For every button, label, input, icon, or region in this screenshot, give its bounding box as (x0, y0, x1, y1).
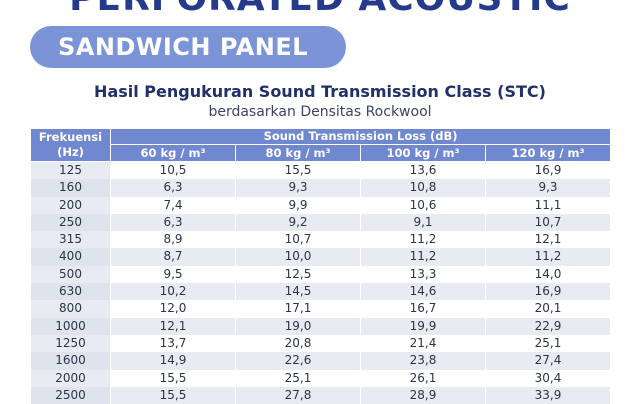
transmission-loss-header: Sound Transmission Loss (dB) (111, 129, 611, 145)
frequency-cell: 125 (31, 162, 111, 180)
frequency-cell: 250 (31, 214, 111, 231)
stl-value-cell: 13,7 (111, 335, 236, 352)
frequency-cell: 500 (31, 266, 111, 283)
stl-value-cell: 10,8 (361, 179, 486, 196)
stl-value-cell: 20,8 (236, 335, 361, 352)
stl-value-cell: 12,5 (236, 266, 361, 283)
stl-value-cell: 14,6 (361, 283, 486, 300)
stl-value-cell: 16,7 (361, 300, 486, 317)
stc-table: Frekuensi (Hz) Sound Transmission Loss (… (30, 128, 611, 404)
stl-value-cell: 14,0 (486, 266, 611, 283)
stl-value-cell: 6,3 (111, 214, 236, 231)
stl-value-cell: 10,7 (236, 231, 361, 248)
frequency-cell: 1600 (31, 352, 111, 369)
stl-value-cell: 20,1 (486, 300, 611, 317)
stl-value-cell: 30,4 (486, 370, 611, 387)
stl-value-cell: 15,5 (111, 387, 236, 404)
frequency-cell: 2500 (31, 387, 111, 404)
stl-value-cell: 21,4 (361, 335, 486, 352)
frequency-cell: 160 (31, 179, 111, 196)
frequency-cell: 800 (31, 300, 111, 317)
stl-value-cell: 10,7 (486, 214, 611, 231)
stl-value-cell: 10,5 (111, 162, 236, 180)
stl-value-cell: 11,1 (486, 197, 611, 214)
stl-value-cell: 25,1 (236, 370, 361, 387)
stl-value-cell: 27,4 (486, 352, 611, 369)
stl-value-cell: 19,9 (361, 318, 486, 335)
stl-value-cell: 12,1 (486, 231, 611, 248)
stl-value-cell: 9,3 (486, 179, 611, 196)
frequency-cell: 1000 (31, 318, 111, 335)
stl-value-cell: 11,2 (486, 248, 611, 265)
stl-value-cell: 19,0 (236, 318, 361, 335)
stl-value-cell: 25,1 (486, 335, 611, 352)
stl-value-cell: 8,9 (111, 231, 236, 248)
frequency-header: Frekuensi (Hz) (31, 129, 111, 162)
stl-value-cell: 27,8 (236, 387, 361, 404)
stl-value-cell: 11,2 (361, 248, 486, 265)
stl-value-cell: 13,6 (361, 162, 486, 180)
density-header: 80 kg / m³ (236, 145, 361, 162)
stl-value-cell: 7,4 (111, 197, 236, 214)
stl-value-cell: 17,1 (236, 300, 361, 317)
table-title: Hasil Pengukuran Sound Transmission Clas… (0, 82, 640, 101)
frequency-cell: 200 (31, 197, 111, 214)
product-badge: SANDWICH PANEL (30, 26, 346, 68)
product-badge-label: SANDWICH PANEL (58, 33, 308, 61)
stl-value-cell: 26,1 (361, 370, 486, 387)
stl-value-cell: 15,5 (236, 162, 361, 180)
frequency-cell: 315 (31, 231, 111, 248)
stl-value-cell: 9,9 (236, 197, 361, 214)
density-header: 60 kg / m³ (111, 145, 236, 162)
stl-value-cell: 22,9 (486, 318, 611, 335)
stl-value-cell: 12,0 (111, 300, 236, 317)
stl-value-cell: 15,5 (111, 370, 236, 387)
stl-value-cell: 11,2 (361, 231, 486, 248)
frequency-cell: 400 (31, 248, 111, 265)
stl-value-cell: 16,9 (486, 283, 611, 300)
stl-value-cell: 10,6 (361, 197, 486, 214)
stl-value-cell: 14,9 (111, 352, 236, 369)
stl-value-cell: 23,8 (361, 352, 486, 369)
frequency-cell: 2000 (31, 370, 111, 387)
stl-value-cell: 12,1 (111, 318, 236, 335)
density-header: 120 kg / m³ (486, 145, 611, 162)
stl-value-cell: 33,9 (486, 387, 611, 404)
stl-value-cell: 9,5 (111, 266, 236, 283)
table-subtitle: berdasarkan Densitas Rockwool (0, 104, 640, 120)
frequency-cell: 1250 (31, 335, 111, 352)
stl-value-cell: 22,6 (236, 352, 361, 369)
stl-value-cell: 10,0 (236, 248, 361, 265)
stl-value-cell: 9,3 (236, 179, 361, 196)
stl-value-cell: 16,9 (486, 162, 611, 180)
stl-value-cell: 9,2 (236, 214, 361, 231)
stl-value-cell: 6,3 (111, 179, 236, 196)
density-header: 100 kg / m³ (361, 145, 486, 162)
stl-value-cell: 28,9 (361, 387, 486, 404)
stl-value-cell: 14,5 (236, 283, 361, 300)
stl-value-cell: 13,3 (361, 266, 486, 283)
stl-value-cell: 10,2 (111, 283, 236, 300)
stl-value-cell: 9,1 (361, 214, 486, 231)
frequency-cell: 630 (31, 283, 111, 300)
main-title: PERFORATED ACOUSTIC (0, 0, 640, 19)
stl-value-cell: 8,7 (111, 248, 236, 265)
